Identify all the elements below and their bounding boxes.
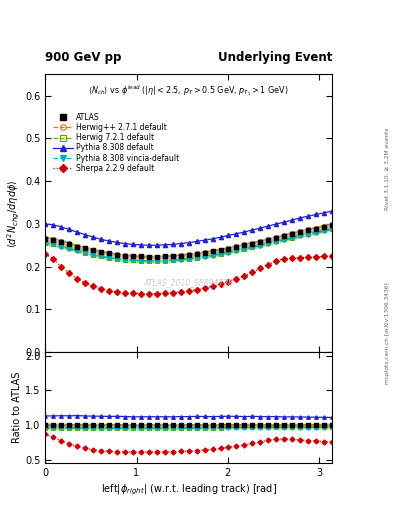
Text: 900 GeV pp: 900 GeV pp (45, 51, 121, 64)
Y-axis label: $\langle d^2 N_{chg}/d\eta d\phi \rangle$: $\langle d^2 N_{chg}/d\eta d\phi \rangle… (6, 179, 22, 247)
Legend: ATLAS, Herwig++ 2.7.1 default, Herwig 7.2.1 default, Pythia 8.308 default, Pythi: ATLAS, Herwig++ 2.7.1 default, Herwig 7.… (52, 112, 181, 174)
Text: mcplots.cern.ch [arXiv:1306.3436]: mcplots.cern.ch [arXiv:1306.3436] (385, 282, 389, 383)
X-axis label: left$|\phi_{right}|$ (w.r.t. leading track) [rad]: left$|\phi_{right}|$ (w.r.t. leading tra… (101, 482, 277, 497)
Text: ATLAS_2010_S8894728: ATLAS_2010_S8894728 (143, 278, 234, 287)
Text: Rivet 3.1.10, ≥ 3.2M events: Rivet 3.1.10, ≥ 3.2M events (385, 127, 389, 210)
Text: Underlying Event: Underlying Event (218, 51, 332, 64)
Text: $\langle N_{ch}\rangle$ vs $\phi^{lead}$ ($|\eta|<2.5$, $p_T>0.5$ GeV, $p_{T_1}>: $\langle N_{ch}\rangle$ vs $\phi^{lead}$… (88, 82, 289, 97)
Y-axis label: Ratio to ATLAS: Ratio to ATLAS (12, 372, 22, 443)
